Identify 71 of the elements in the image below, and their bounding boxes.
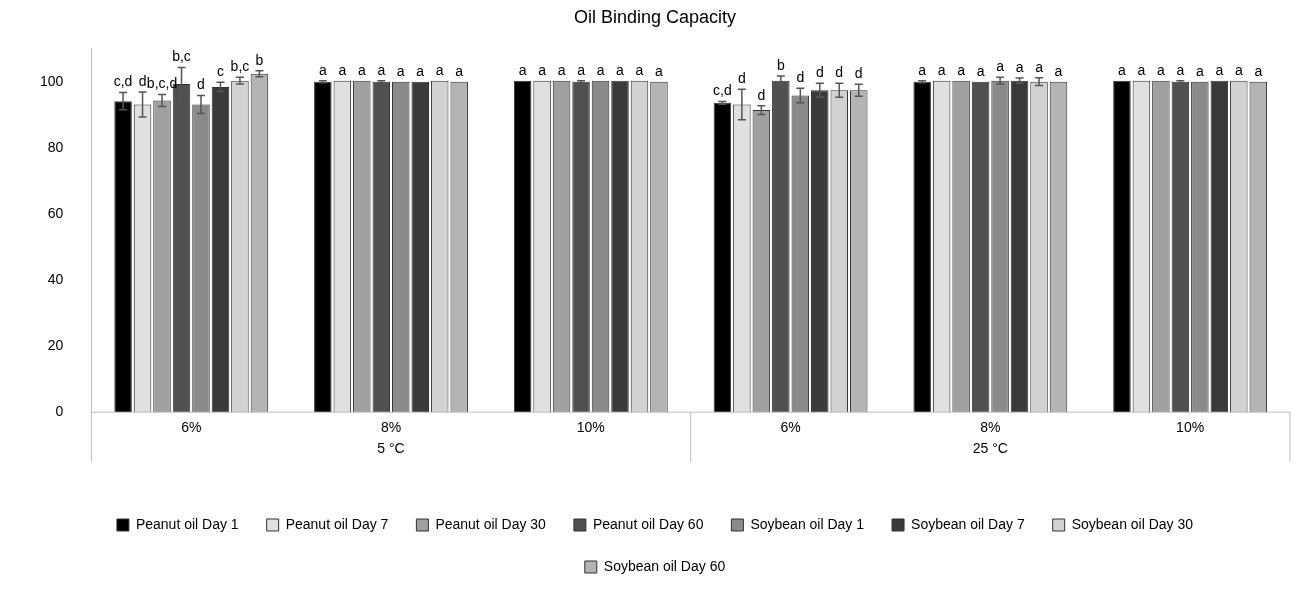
data-label: a xyxy=(1035,58,1044,75)
data-label: a xyxy=(338,61,347,78)
legend-label: Peanut oil Day 1 xyxy=(135,515,239,532)
data-label: c,d xyxy=(113,73,133,90)
data-label: a xyxy=(416,62,425,79)
data-label: c xyxy=(216,63,224,80)
x-tick-label: 6% xyxy=(181,419,202,436)
legend-label: Soybean oil Day 30 xyxy=(1071,515,1194,532)
data-label: a xyxy=(1137,61,1146,78)
legend-label: Soybean oil Day 60 xyxy=(603,557,726,574)
data-label: a xyxy=(976,62,985,79)
data-label: b xyxy=(255,51,264,68)
data-label: a xyxy=(616,61,625,78)
data-label: a xyxy=(1195,62,1204,79)
data-label: a xyxy=(655,62,664,79)
legend-label: Peanut oil Day 60 xyxy=(592,515,704,532)
data-label: b,c xyxy=(172,48,191,65)
chart-title: Oil Binding Capacity xyxy=(573,6,737,27)
data-label: d xyxy=(757,86,766,103)
data-label: a xyxy=(1176,61,1185,78)
y-tick-label: 20 xyxy=(47,336,64,353)
x-tick-label: 10% xyxy=(576,419,605,436)
x-tick-label: 8% xyxy=(980,419,1001,436)
data-label: c,d xyxy=(713,82,732,99)
data-label: d xyxy=(197,76,205,93)
y-tick-label: 60 xyxy=(47,204,64,221)
y-tick-label: 100 xyxy=(40,72,64,89)
data-label: a xyxy=(1015,58,1024,75)
data-label: a xyxy=(455,62,464,79)
data-label: a xyxy=(1215,61,1224,78)
data-label: a xyxy=(557,61,566,78)
data-label: a xyxy=(1157,61,1165,78)
y-tick-label: 40 xyxy=(47,270,64,287)
text: 5 °C xyxy=(377,440,405,457)
data-label: a xyxy=(596,61,605,78)
y-tick-label: 80 xyxy=(47,138,64,155)
data-label: a xyxy=(1234,61,1243,78)
data-label: d xyxy=(854,65,863,82)
data-label: b,c xyxy=(230,58,250,75)
data-label: a xyxy=(318,61,327,78)
data-label: a xyxy=(357,61,366,78)
data-label: a xyxy=(577,61,586,78)
data-label: a xyxy=(435,61,444,78)
data-label: a xyxy=(635,61,644,78)
data-label: a xyxy=(957,61,966,78)
y-tick-label: 0 xyxy=(55,403,64,420)
data-label: a xyxy=(396,62,405,79)
data-label: d xyxy=(737,70,746,87)
legend-label: Peanut oil Day 7 xyxy=(285,515,389,532)
data-label: a xyxy=(377,61,386,78)
data-label: a xyxy=(1118,61,1127,78)
data-label: d xyxy=(796,69,805,86)
data-label: a xyxy=(996,58,1005,75)
data-label: d xyxy=(138,72,147,89)
data-label: a xyxy=(937,61,946,78)
x-tick-label: 6% xyxy=(780,419,801,436)
legend-label: Soybean oil Day 1 xyxy=(750,515,865,532)
data-label: b,c,d xyxy=(146,75,178,92)
data-label: a xyxy=(518,61,527,78)
legend-label: Peanut oil Day 30 xyxy=(435,515,547,532)
data-label: a xyxy=(538,61,547,78)
data-label: a xyxy=(1254,62,1263,79)
data-label: d xyxy=(835,64,844,81)
text: 25 °C xyxy=(972,440,1008,457)
data-label: a xyxy=(1054,62,1063,79)
x-tick-label: 8% xyxy=(380,419,402,436)
legend-label: Soybean oil Day 7 xyxy=(911,515,1025,532)
data-label: a xyxy=(918,61,927,78)
data-label: d xyxy=(815,64,824,81)
x-tick-label: 10% xyxy=(1176,419,1205,436)
data-label: b xyxy=(776,56,785,73)
